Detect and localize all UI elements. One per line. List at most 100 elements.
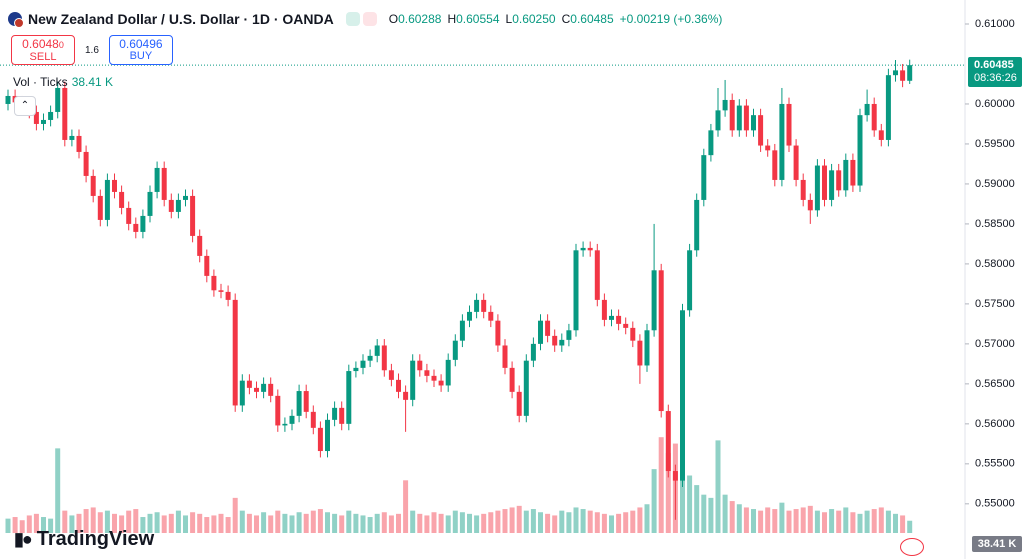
status-pill[interactable] — [345, 12, 377, 26]
candle-body — [424, 370, 430, 376]
symbol-flag — [8, 12, 24, 28]
volume-bar — [573, 507, 579, 533]
volume-bar — [630, 510, 636, 533]
candle-body — [183, 195, 188, 200]
candle-body — [197, 235, 203, 256]
flag-icon[interactable] — [900, 538, 924, 556]
volume-bar — [772, 509, 778, 533]
volume-bar — [325, 512, 330, 533]
volume-bar — [55, 448, 61, 533]
volume-bar — [459, 512, 465, 533]
volume-bar — [19, 520, 25, 533]
candle-body — [346, 371, 352, 424]
candle-body — [857, 115, 863, 186]
volume-bar — [488, 512, 494, 533]
volume-bar — [885, 510, 891, 533]
buy-button[interactable]: 0.60496 BUY — [108, 35, 173, 65]
candle-body — [133, 223, 139, 232]
ohlc-item: C0.60485 — [562, 12, 614, 26]
volume-bar — [211, 515, 217, 533]
y-tick-label: 0.59500 — [975, 138, 1015, 150]
volume-bar — [310, 510, 316, 533]
sell-button[interactable]: 0.60480 SELL — [11, 35, 75, 65]
volume-bar — [687, 475, 693, 533]
candle-body — [580, 247, 586, 251]
volume-bar — [218, 513, 224, 533]
candle-body — [403, 391, 409, 400]
volume-bar — [332, 513, 338, 533]
volume-title[interactable]: Vol · Ticks — [13, 75, 68, 89]
volume-bar — [566, 512, 572, 533]
volume-bar — [644, 504, 650, 533]
candle-body — [552, 335, 558, 346]
volume-bar — [743, 507, 749, 533]
candle-body — [261, 383, 267, 392]
last-price: 0.60485 — [974, 59, 1014, 71]
volume-bar — [33, 513, 39, 533]
volume-bar — [424, 515, 430, 533]
candle-body — [459, 320, 465, 341]
ohlc-item: O0.60288 — [389, 12, 442, 26]
volume-bar — [701, 494, 707, 533]
candle-body — [76, 135, 82, 152]
volume-bar — [467, 513, 472, 533]
volume-bar — [538, 512, 543, 533]
candle-body — [807, 199, 813, 211]
candle-body — [417, 360, 423, 371]
y-tick-label: 0.58500 — [975, 218, 1015, 230]
change: +0.00219 (+0.36%) — [619, 12, 723, 26]
symbol-title[interactable]: New Zealand Dollar / U.S. Dollar · 1D · … — [28, 11, 334, 27]
candle-body — [225, 291, 231, 300]
volume-bar — [140, 517, 146, 533]
volume-bar — [893, 513, 898, 533]
candle-body — [381, 345, 387, 371]
sell-price-small: 0 — [58, 39, 64, 50]
candle-body — [559, 339, 565, 346]
candle-body — [232, 299, 238, 406]
candle-body — [296, 391, 302, 416]
volume-bar — [545, 513, 551, 533]
candle-body — [751, 115, 756, 131]
y-tick-label: 0.55500 — [975, 458, 1015, 470]
volume-bar — [381, 512, 387, 533]
candle-body — [516, 391, 522, 416]
collapse-button[interactable]: ⌃ — [14, 96, 36, 116]
candle-body — [147, 191, 153, 216]
volume-bar — [374, 513, 380, 533]
candle-body — [772, 150, 778, 180]
volume-bar — [864, 510, 870, 533]
candle-body — [864, 103, 870, 116]
candle-body — [360, 360, 366, 368]
volume-bar — [268, 515, 274, 533]
candle-body — [48, 111, 54, 120]
candle-body — [332, 407, 338, 420]
candle-body — [538, 320, 543, 344]
candle-body — [545, 320, 551, 336]
sell-label: SELL — [29, 50, 57, 63]
volume-bar — [83, 509, 89, 533]
sell-price: 0.60480 — [22, 38, 64, 51]
volume-bar — [594, 512, 600, 533]
countdown: 08:36:26 — [974, 72, 1017, 84]
volume-bar — [204, 517, 210, 533]
candle-body — [275, 395, 281, 426]
volume-bar — [296, 512, 302, 533]
candle-body — [154, 167, 160, 192]
volume-bar — [822, 512, 827, 533]
volume-bar — [289, 515, 295, 533]
candle-body — [687, 250, 693, 311]
volume-bar — [502, 509, 508, 533]
candle-body — [665, 411, 671, 472]
ohlc-item: L0.60250 — [506, 12, 556, 26]
candle-body — [836, 170, 842, 191]
y-tick-label: 0.57000 — [975, 338, 1015, 350]
brand[interactable]: ▮● TradingView — [14, 528, 154, 551]
candle-body — [658, 270, 664, 412]
volume-bar — [900, 515, 906, 533]
volume-bar — [843, 507, 849, 533]
ohlc-value: 0.60250 — [512, 12, 556, 26]
candle-body — [779, 103, 785, 180]
volume-bar — [232, 497, 238, 533]
volume-bar — [694, 485, 700, 533]
candle-body — [246, 380, 252, 388]
